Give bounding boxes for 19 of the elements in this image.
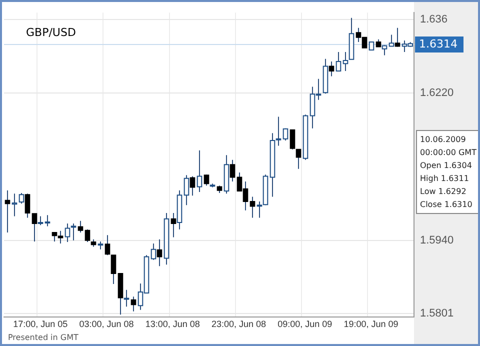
ref-line-label: 1.6314 [419,37,458,50]
text: Close 1.6310 [420,199,474,211]
text: 10.06.2009 [420,134,467,146]
y-tick-label: 1.5940 [420,234,454,246]
text: Open 1.6304 [420,160,473,172]
x-tick-label: 19:00, Jun 09 [344,319,398,330]
text: 00:00:00 GMT [420,147,478,159]
text: Low 1.6292 [420,186,468,198]
x-tick-label: 17:00, Jun 05 [13,319,68,330]
text: Presented in GMT [8,333,78,342]
x-tick-label: 13:00, Jun 08 [145,319,200,330]
y-tick-label: 1.636 [420,13,448,26]
text: High 1.6311 [420,173,470,185]
x-tick-label: 09:00, Jun 09 [278,319,332,330]
y-tick-label: 1.5801 [420,308,454,320]
x-tick-label: 03:00, Jun 08 [79,319,134,330]
y-tick-label: 1.6220 [420,87,454,100]
text: GBP/USD [26,26,76,39]
x-tick-label: 23:00, Jun 08 [211,319,266,330]
